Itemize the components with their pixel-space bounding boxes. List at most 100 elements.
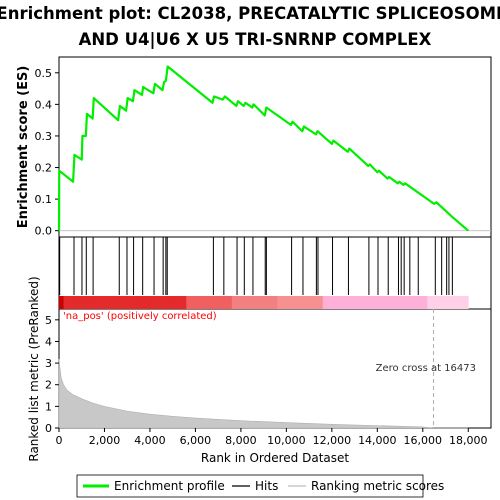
rank-bar-segment [436,296,442,309]
rank-bar-segment [240,296,246,309]
rank-bar-segment [277,296,283,309]
rank-bar-segment [395,296,401,309]
rank-bar-segment [145,296,151,309]
rank-bar-segment [186,296,192,309]
rank-bar-segment [68,296,74,309]
es-y-tick-label: 0.3 [35,130,53,143]
rank-bar-segment [99,296,105,309]
rank-bar-segment [249,296,255,309]
x-tick-label: 12,000 [313,434,352,447]
x-tick-label: 14,000 [358,434,397,447]
rank-bar-segment [309,296,315,309]
rank-bar-segment [181,296,187,309]
zero-cross-label: Zero cross at 16473 [376,363,476,374]
rank-bar-segment [190,296,196,309]
rank-bar-segment [386,296,392,309]
metric-y-tick-label: 2 [45,379,52,392]
chart-title-line2: AND U4|U6 X U5 TRI-SNRNP COMPLEX [79,30,432,50]
chart-title-line1: Enrichment plot: CL2038, PRECATALYTIC SP… [0,4,500,23]
rank-bar-segment [159,296,164,309]
es-y-tick-label: 0.5 [35,67,53,80]
rank-bar-segment [72,296,78,309]
rank-bar-segment [113,296,119,309]
rank-bar-segment [368,296,374,309]
x-axis-label: Rank in Ordered Dataset [201,451,349,465]
rank-bar-segment [118,296,124,309]
rank-bar-segment [418,296,424,309]
rank-bar-segment [136,296,142,309]
rank-bar-segment [400,296,405,309]
rank-bar-segment [131,296,137,309]
rank-bar-segment [222,296,228,309]
rank-bar-segment [154,296,160,309]
x-axis: 0 2,000 4,000 6,000 8,000 10,000 12,000 14,000 1… [56,428,488,447]
metric-y-tick-label: 1 [45,400,52,413]
rank-bar-segment [459,296,465,309]
rank-bar-segment [372,296,378,309]
rank-bar-segment [290,296,296,309]
rank-bar-segment [245,296,251,309]
rank-bar-segment [336,296,342,309]
rank-bar-segment [127,296,133,309]
rank-bar-segment [122,296,128,309]
rank-bar-segment [431,296,437,309]
rank-bar-segment [268,296,274,309]
rank-bar-segment [163,296,169,309]
es-y-axis-label: Enrichment score (ES) [16,66,31,229]
rank-bar-segment [109,296,114,309]
rank-bar-segment [450,296,456,309]
rank-bar-segment [199,296,205,309]
rank-bar-segment [236,296,242,309]
rank-color-bar [59,296,469,309]
rank-bar-segment [272,296,278,309]
metric-y-tick-label: 3 [45,357,52,370]
rank-bar-segment [149,296,155,309]
rank-bar-segment [322,296,328,309]
rank-bar-segment [359,296,365,309]
metric-layer [58,309,469,429]
x-tick-label: 6,000 [180,434,212,447]
rank-bar-segment [227,296,233,309]
rank-bar-segment [445,296,451,309]
rank-bar-segment [218,296,224,309]
positive-correlation-label: 'na_pos' (positively correlated) [63,311,217,322]
rank-bar-segment [63,296,69,309]
rank-bar-segment [209,296,215,309]
rank-bar-segment [263,296,269,309]
metric-y-axis: 0 1 2 3 4 5 [45,314,59,435]
rank-bar-segment [90,296,96,309]
rank-bar-segment [254,296,260,309]
rank-bar-segment [390,296,396,309]
rank-bar-segment [413,296,419,309]
rank-bar-segment [350,296,355,309]
rank-bar-segment [213,296,219,309]
legend-hits-label: Hits [255,479,278,493]
hits-layer [59,237,453,295]
rank-bar-segment [463,296,469,309]
rank-bar-segment [327,296,333,309]
rank-bar-segment [140,296,146,309]
es-panel-frame [58,56,492,238]
rank-bar-segment [81,296,87,309]
rank-bar-segment [259,296,265,309]
metric-y-tick-label: 0 [45,422,52,435]
es-y-tick-label: 0.4 [35,98,53,111]
rank-bar-segment [295,296,301,309]
x-tick-label: 18,000 [449,434,488,447]
rank-bar-segment [172,296,178,309]
x-tick-label: 0 [56,434,63,447]
rank-bar-segment [177,296,183,309]
rank-bar-segment [286,296,292,309]
es-y-tick-label: 0.1 [35,193,53,206]
legend-es-label: Enrichment profile [114,479,225,493]
rank-bar-segment [409,296,415,309]
rank-bar-segment [231,296,237,309]
es-y-tick-label: 0.2 [35,162,53,175]
rank-bar-segment [95,296,101,309]
rank-bar-segment [340,296,346,309]
rank-bar-segment [427,296,433,309]
rank-bar-segment [404,296,410,309]
rank-bar-segment [313,296,319,309]
rank-bar-segment [204,296,210,309]
